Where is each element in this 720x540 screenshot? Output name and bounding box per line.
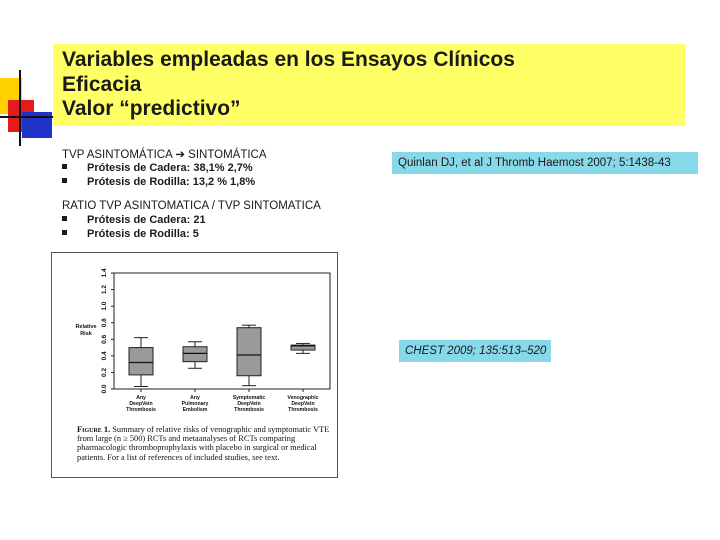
deco-horizontal-line (0, 116, 56, 118)
x-tick-label: Symptomatic DeepVein Thrombosis (233, 395, 266, 413)
y-axis-label: Relative Risk (75, 324, 96, 337)
bullet-text: Prótesis de Cadera: 21 (87, 214, 206, 226)
y-tick-label: 0.6 (101, 334, 108, 343)
box (128, 347, 154, 376)
bullet-square-icon (62, 178, 67, 183)
box (236, 327, 262, 377)
figure-panel: 0.0 0.2 0.4 0.6 0.8 1.0 1.2 1.4 Relative Risk Any D… (51, 252, 338, 478)
bullet-square-icon (62, 216, 67, 221)
section2-bullet: Prótesis de Cadera: 21 (62, 214, 206, 226)
y-tick-label: 1.0 (101, 301, 108, 310)
bullet-square-icon (62, 230, 67, 235)
box (290, 344, 316, 351)
y-tick-label: 1.2 (101, 285, 108, 294)
plot-frame (113, 272, 331, 390)
citation-chest: CHEST 2009; 135:513–520 (399, 340, 551, 362)
title-banner (53, 44, 685, 126)
title-line-1: Variables empleadas en los Ensayos Clíni… (62, 48, 515, 71)
y-tick-label: 0.2 (101, 368, 108, 377)
y-tick-label: 0.4 (101, 351, 108, 360)
deco-vertical-line (19, 70, 21, 146)
bullet-text: Prótesis de Rodilla: 13,2 % 1,8% (87, 176, 256, 188)
y-tick-label: 0.0 (101, 384, 108, 393)
figure-caption: Figure 1. Summary of relative risks of v… (77, 425, 332, 462)
section1-bullet: Prótesis de Cadera: 38,1% 2,7% (62, 162, 253, 174)
section1-heading: TVP ASINTOMÁTICA ➔ SINTOMÁTICA (62, 149, 267, 161)
caption-text: Summary of relative risks of venographic… (77, 425, 330, 462)
bullet-text: Prótesis de Rodilla: 5 (87, 228, 199, 240)
citation-quinlan: Quinlan DJ, et al J Thromb Haemost 2007;… (392, 152, 698, 174)
section1-bullet: Prótesis de Rodilla: 13,2 % 1,8% (62, 176, 255, 188)
title-line-2: Eficacia (62, 73, 142, 96)
bullet-text: Prótesis de Cadera: 38,1% 2,7% (87, 162, 253, 174)
bullet-square-icon (62, 164, 67, 169)
y-tick-label: 0.8 (101, 318, 108, 327)
title-line-3: Valor “predictivo” (62, 97, 241, 120)
x-tick-label: Any DeepVein Thrombosis (126, 395, 156, 413)
box (182, 346, 208, 363)
caption-label: Figure 1. (77, 425, 111, 434)
x-tick-label: Any Pulmonary Embolism (182, 395, 209, 413)
x-tick-label: Venographic DeepVein Thrombosis (287, 395, 318, 413)
section2-bullet: Prótesis de Rodilla: 5 (62, 228, 199, 240)
y-tick-label: 1.4 (101, 268, 108, 277)
section2-heading: RATIO TVP ASINTOMATICA / TVP SINTOMATICA (62, 200, 321, 212)
box-plot-chart: 0.0 0.2 0.4 0.6 0.8 1.0 1.2 1.4 Relative Risk Any D… (75, 268, 331, 413)
